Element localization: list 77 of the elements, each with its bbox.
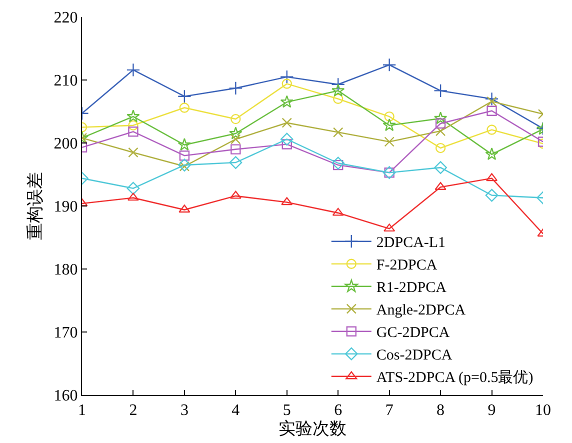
legend-label: Angle-2DPCA: [376, 302, 466, 319]
legend-label: GC-2DPCA: [376, 325, 450, 342]
point: [230, 114, 241, 124]
point: [434, 112, 448, 124]
point: [178, 204, 190, 213]
point: [331, 78, 346, 92]
point: [333, 94, 344, 104]
point: [179, 102, 190, 113]
point: [126, 110, 140, 122]
point: [126, 182, 140, 195]
point: [282, 118, 292, 128]
legend-label: R1-2DPCA: [376, 280, 447, 296]
point: [333, 127, 344, 138]
legend-label: ATS-2DPCA (p=0.5最优): [376, 370, 534, 386]
point: [486, 96, 497, 107]
point: [333, 160, 344, 170]
y-tick-label: 220: [54, 10, 78, 27]
x-tick-label: 4: [232, 402, 240, 420]
point: [280, 132, 294, 146]
point: [282, 78, 292, 89]
point: [229, 156, 242, 169]
point: [435, 142, 446, 154]
point: [178, 138, 192, 151]
point: [126, 63, 140, 77]
point: [178, 89, 192, 104]
point: [230, 144, 241, 154]
point: [332, 84, 345, 96]
point: [128, 147, 138, 158]
point: [332, 208, 344, 216]
point: [228, 81, 243, 96]
point: [382, 118, 396, 132]
y-tick-label: 210: [54, 72, 78, 90]
legend-label: 2DPCA-L1: [376, 235, 446, 252]
point: [332, 156, 345, 170]
x-tick-label: 10: [535, 402, 551, 420]
point: [128, 126, 138, 137]
point: [434, 161, 448, 174]
point: [484, 92, 499, 106]
point: [280, 70, 294, 84]
point: [179, 161, 190, 172]
point: [128, 120, 138, 130]
point: [384, 136, 394, 147]
point: [178, 158, 191, 172]
point: [384, 224, 396, 232]
x-tick-label: 6: [334, 402, 342, 420]
x-tick-label: 7: [385, 402, 394, 420]
point: [485, 188, 498, 202]
point: [229, 126, 242, 140]
point: [485, 147, 498, 160]
y-tick-label: 190: [54, 198, 78, 216]
x-tick-label: 5: [282, 402, 291, 420]
point: [230, 134, 241, 144]
point: [435, 126, 446, 136]
y-tick-label: 200: [54, 136, 78, 153]
y-tick-label: 160: [54, 388, 78, 405]
y-tick-label: 180: [54, 262, 78, 279]
point: [486, 106, 497, 116]
y-axis-title: 重构误差: [25, 172, 44, 240]
x-tick-label: 9: [488, 402, 496, 420]
x-tick-label: 8: [436, 402, 445, 420]
point: [382, 58, 396, 72]
legend-label: F-2DPCA: [376, 258, 438, 274]
x-tick-label: 1: [78, 402, 86, 420]
point: [230, 190, 242, 199]
legend-label: Cos-2DPCA: [376, 348, 452, 364]
point: [179, 150, 190, 161]
x-axis-title: 实验次数: [278, 419, 346, 438]
point: [435, 118, 446, 129]
point: [281, 197, 293, 206]
point: [486, 124, 497, 135]
y-tick-label: 170: [54, 324, 78, 342]
x-tick-label: 3: [180, 402, 188, 420]
point: [384, 111, 394, 122]
point: [282, 139, 292, 150]
x-tick-label: 2: [129, 402, 138, 420]
point: [434, 84, 448, 98]
point: [280, 95, 294, 108]
